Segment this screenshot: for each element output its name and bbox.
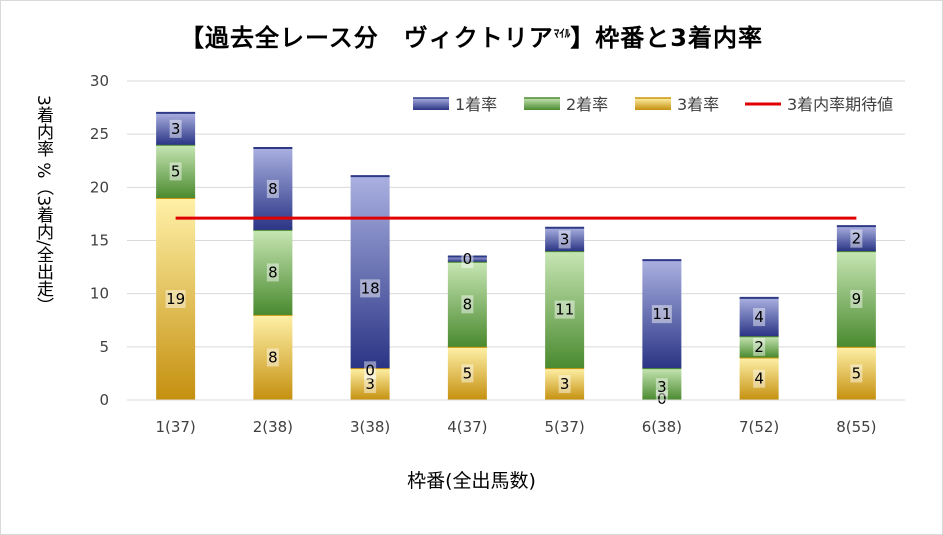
bar-segment bbox=[739, 336, 779, 358]
x-tick-label: 6(38) bbox=[642, 418, 682, 436]
legend-swatch bbox=[413, 98, 449, 110]
data-label: 0 bbox=[657, 390, 667, 408]
y-tick-label: 15 bbox=[90, 232, 109, 250]
y-tick-label: 20 bbox=[90, 178, 109, 196]
data-label-bg bbox=[850, 289, 863, 308]
y-tick-label: 30 bbox=[90, 72, 109, 90]
title-small: ﾏｲﾙ bbox=[553, 27, 571, 40]
bar-segment bbox=[253, 314, 293, 400]
data-label-bg bbox=[364, 375, 377, 394]
data-label: 0 bbox=[463, 250, 473, 268]
y-tick-label: 25 bbox=[90, 125, 109, 143]
data-label: 9 bbox=[852, 290, 862, 308]
data-label-bg bbox=[169, 119, 182, 138]
legend-label: 3着率 bbox=[677, 95, 719, 114]
y-tick-label: 5 bbox=[99, 338, 109, 356]
chart-title: 【過去全レース分 ヴィクトリアﾏｲﾙ】枠番と3着内率 bbox=[0, 18, 943, 53]
legend-swatch bbox=[524, 98, 560, 110]
data-label: 3 bbox=[560, 230, 570, 248]
x-tick-label: 2(38) bbox=[253, 418, 293, 436]
data-label: 0 bbox=[365, 361, 375, 379]
bar-segment bbox=[836, 251, 876, 347]
data-label-bg bbox=[558, 230, 571, 249]
data-label: 19 bbox=[166, 290, 185, 308]
data-label-bg bbox=[651, 305, 672, 324]
data-label: 4 bbox=[754, 370, 764, 388]
data-label: 2 bbox=[852, 230, 862, 248]
data-label: 11 bbox=[555, 301, 574, 319]
legend-swatch bbox=[635, 98, 671, 110]
bar-segment bbox=[156, 197, 196, 400]
bar-segment bbox=[447, 261, 487, 347]
bar-segment bbox=[253, 147, 293, 230]
bar-segment bbox=[545, 251, 585, 369]
bar-segment bbox=[836, 226, 876, 252]
x-tick-label: 1(37) bbox=[155, 418, 195, 436]
bar-segment bbox=[447, 256, 487, 262]
bar-segment bbox=[156, 112, 196, 145]
data-label-bg bbox=[364, 361, 377, 380]
data-label: 18 bbox=[361, 279, 380, 297]
data-label: 5 bbox=[852, 364, 862, 382]
data-label-bg bbox=[169, 162, 182, 181]
data-label: 5 bbox=[463, 364, 473, 382]
legend-label: 2着率 bbox=[566, 95, 608, 114]
data-label-bg bbox=[461, 364, 474, 383]
bar-segment bbox=[447, 346, 487, 400]
data-label-bg bbox=[266, 263, 279, 282]
bar-segment bbox=[253, 229, 293, 315]
data-label: 8 bbox=[268, 180, 278, 198]
data-label-bg bbox=[850, 229, 863, 248]
y-tick-label: 0 bbox=[99, 391, 109, 409]
data-label-bg bbox=[165, 289, 186, 308]
title-end: 】枠番と3着内率 bbox=[570, 24, 763, 52]
bar-segment bbox=[350, 176, 390, 369]
x-tick-label: 5(37) bbox=[544, 418, 584, 436]
data-label-bg bbox=[753, 308, 766, 327]
data-label: 3 bbox=[560, 375, 570, 393]
data-label: 4 bbox=[754, 308, 764, 326]
bar-segment bbox=[642, 368, 682, 400]
x-tick-label: 8(55) bbox=[836, 418, 876, 436]
y-tick-label: 10 bbox=[90, 285, 109, 303]
data-label-bg bbox=[655, 378, 668, 397]
data-label: 8 bbox=[268, 348, 278, 366]
data-label-bg bbox=[266, 179, 279, 198]
data-label: 3 bbox=[171, 120, 181, 138]
data-label: 11 bbox=[652, 305, 671, 323]
x-tick-label: 3(38) bbox=[350, 418, 390, 436]
legend-label: 1着率 bbox=[455, 95, 497, 114]
data-label: 2 bbox=[754, 338, 764, 356]
title-main: 【過去全レース分 ヴィクトリア bbox=[179, 24, 554, 52]
y-axis-label: 3着内率 %（3着内/全出走） bbox=[33, 95, 53, 314]
data-label: 8 bbox=[463, 295, 473, 313]
bar-segment bbox=[156, 144, 196, 198]
data-label-bg bbox=[655, 390, 668, 408]
data-label: 3 bbox=[657, 378, 667, 396]
data-label-bg bbox=[554, 300, 575, 319]
x-tick-label: 4(37) bbox=[447, 418, 487, 436]
data-label: 3 bbox=[365, 375, 375, 393]
x-axis-label: 枠番(全出馬数) bbox=[407, 470, 536, 492]
data-label: 8 bbox=[268, 263, 278, 281]
legend-label: 3着内率期待値 bbox=[787, 95, 893, 114]
bar-segment bbox=[836, 346, 876, 400]
data-label-bg bbox=[850, 364, 863, 383]
data-label-bg bbox=[461, 295, 474, 314]
bar-segment bbox=[545, 368, 585, 400]
data-label: 5 bbox=[171, 162, 181, 180]
bar-segment bbox=[739, 297, 779, 337]
bar-segment bbox=[545, 227, 585, 252]
data-label-bg bbox=[753, 369, 766, 388]
data-label-bg bbox=[461, 250, 474, 269]
x-tick-label: 7(52) bbox=[739, 418, 779, 436]
data-label-bg bbox=[558, 375, 571, 394]
bar-segment bbox=[350, 368, 390, 400]
data-label-bg bbox=[360, 279, 381, 298]
data-label-bg bbox=[753, 337, 766, 356]
bar-segment bbox=[642, 260, 682, 369]
bar-segment bbox=[739, 357, 779, 400]
data-label-bg bbox=[266, 348, 279, 367]
